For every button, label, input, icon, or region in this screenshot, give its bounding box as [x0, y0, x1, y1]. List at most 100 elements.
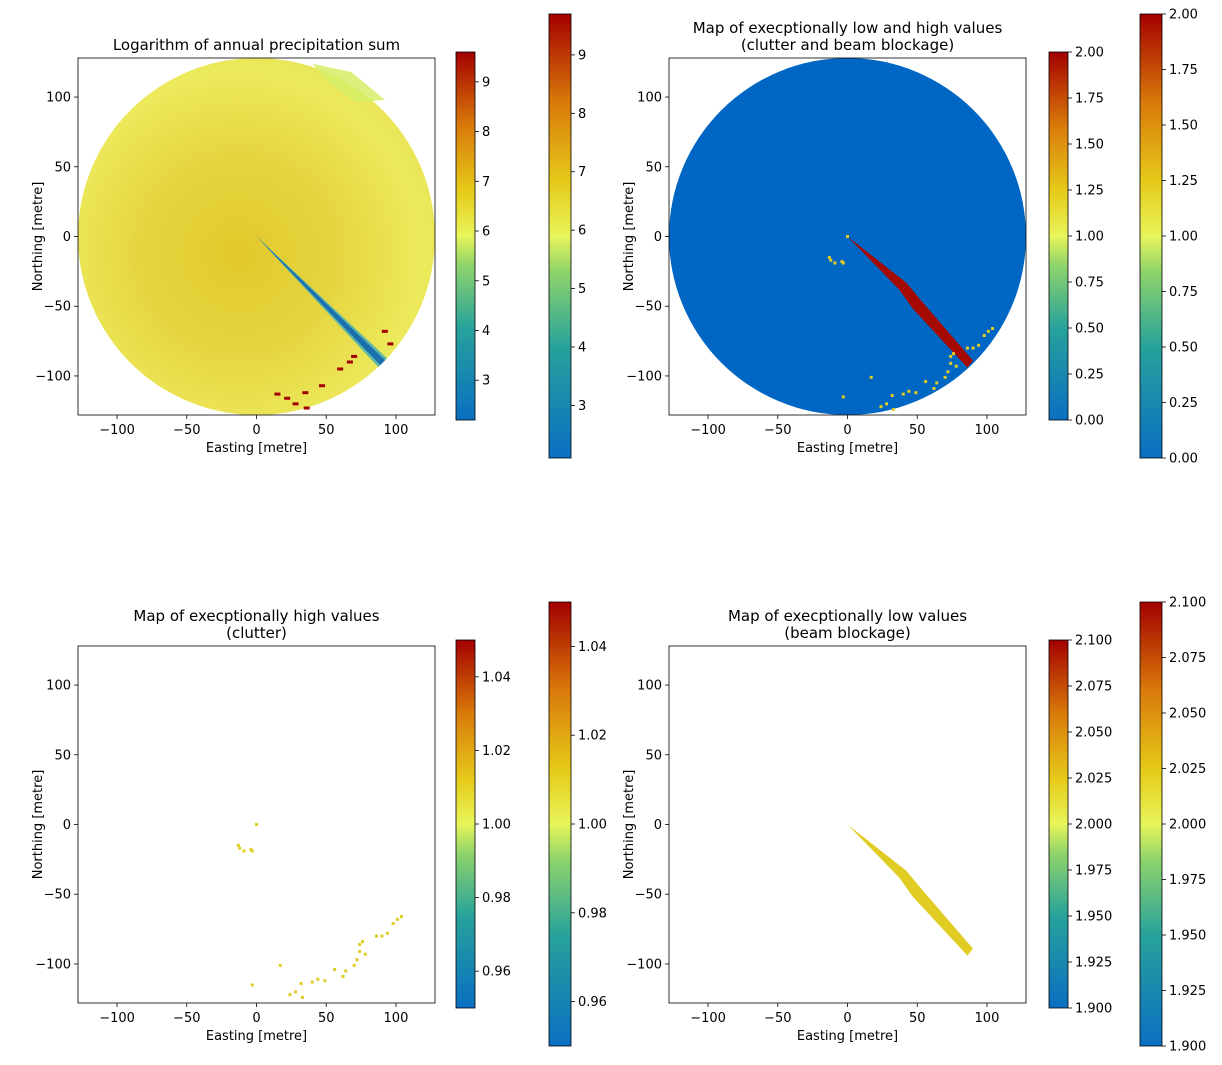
clutter-point	[352, 963, 356, 967]
x-tick-label: −100	[99, 423, 135, 438]
colorbar-tick-label: 1.950	[1169, 929, 1206, 944]
clutter-point	[977, 343, 981, 347]
clutter-point	[301, 995, 305, 999]
clutter-point	[242, 849, 246, 853]
clutter-speck	[292, 402, 299, 406]
colorbar-tick-label: 2.025	[1075, 772, 1112, 787]
colorbar-tick-label: 5	[482, 274, 490, 289]
colorbar-tick-label: 6	[578, 224, 586, 239]
clutter-point	[310, 980, 314, 984]
y-axis-label: Northing [metre]	[622, 770, 637, 880]
clutter-point	[358, 942, 362, 946]
clutter-point	[278, 963, 282, 967]
beam-blockage-region	[847, 236, 974, 368]
y-tick-label: 100	[637, 679, 662, 694]
clutter-speck	[351, 354, 358, 358]
clutter-point	[885, 402, 889, 406]
y-tick-label: −100	[35, 369, 71, 384]
colorbar-tick-label: 1.00	[578, 818, 607, 833]
y-tick-label: 0	[63, 230, 71, 245]
colorbar-tick-label: 7	[578, 165, 586, 180]
colorbar-tick-label: 1.02	[578, 729, 607, 744]
colorbar-gradient	[455, 51, 476, 421]
colorbar-tick-label: 1.925	[1169, 984, 1206, 999]
beam-blockage-core	[256, 236, 386, 366]
clutter-speck	[302, 391, 309, 395]
clutter-speck	[346, 360, 353, 364]
colorbar-tick-label: 0.98	[578, 906, 607, 921]
colorbar-tick-label: 1.02	[482, 744, 511, 759]
chart-title-line: (beam blockage)	[784, 624, 911, 642]
colorbar-tick-label: 2.000	[1075, 818, 1112, 833]
colorbar-tick-label: 3	[578, 399, 586, 414]
y-tick-label: 0	[654, 818, 662, 833]
colorbar-tick-label: 2.025	[1169, 762, 1206, 777]
colorbar-tick-label: 2.00	[1169, 8, 1198, 23]
clutter-point	[869, 375, 873, 379]
beam-blockage-region	[847, 824, 974, 956]
clutter-point	[374, 934, 378, 938]
y-tick-label: 50	[645, 748, 662, 763]
clutter-speck	[337, 367, 344, 371]
y-tick-label: −50	[44, 888, 71, 903]
colorbar-tick-label: 2.050	[1169, 707, 1206, 722]
y-axis-label: Northing [metre]	[622, 182, 637, 292]
colorbar-tick-label: 1.00	[1169, 230, 1198, 245]
colorbar-tick-label: 0.00	[1075, 414, 1104, 429]
colorbar-tick-label: 3	[482, 374, 490, 389]
clutter-point	[363, 952, 367, 956]
colorbar-tick-label: 0.00	[1169, 452, 1198, 467]
chart-title: Map of execptionally low and high values…	[693, 19, 1003, 54]
x-tick-label: 100	[384, 1011, 409, 1026]
clutter-point	[344, 969, 348, 973]
colorbar-tick-label: 2.100	[1169, 596, 1206, 611]
colorbar-tick-label: 1.900	[1075, 1002, 1112, 1017]
colorbar-tick-label: 0.50	[1169, 341, 1198, 356]
clutter-point	[892, 407, 896, 411]
colorbar-tick-label: 0.96	[482, 965, 511, 980]
clutter-point	[946, 370, 950, 374]
y-tick-label: −100	[35, 957, 71, 972]
clutter-speck	[274, 392, 281, 396]
colorbar-tick-label: 1.04	[482, 670, 511, 685]
colorbar: 2.100 2.075 2.050 2.025 2.000 1.975 1.950 1.925…	[1048, 634, 1112, 1017]
clutter-point	[982, 334, 986, 338]
colorbar-tick-label: 1.50	[1169, 119, 1198, 134]
colorbar: 2.00 1.75 1.50 1.25 1.00 0.75 0.50 0.25 0.00	[1048, 46, 1104, 429]
clutter-speck	[381, 329, 388, 333]
clutter-speck	[284, 396, 291, 400]
y-axis-label: Northing [metre]	[31, 770, 46, 880]
clutter-speck	[319, 384, 326, 388]
y-tick-label: 50	[54, 748, 71, 763]
y-tick-label: 100	[46, 91, 71, 106]
y-tick-label: −100	[626, 957, 662, 972]
colorbar: 1.04 1.02 1.00 0.98 0.96	[455, 639, 511, 1009]
colorbar-tick-label: 0.98	[482, 891, 511, 906]
x-tick-label: 0	[843, 1011, 851, 1026]
x-tick-label: 0	[252, 1011, 260, 1026]
y-tick-label: 100	[637, 91, 662, 106]
colorbar-tick-label: 0.50	[1075, 322, 1104, 337]
colorbar-tick-label: 8	[578, 107, 586, 122]
colorbar-tick-label: 1.25	[1169, 174, 1198, 189]
colorbar-tick-label: 1.975	[1075, 864, 1112, 879]
plot-area	[847, 824, 974, 956]
clutter-speck	[303, 406, 310, 410]
chart-title-line: (clutter and beam blockage)	[741, 36, 954, 54]
x-tick-label: 0	[843, 423, 851, 438]
colorbar-tick-label: 1.25	[1075, 184, 1104, 199]
clutter-point	[841, 395, 845, 399]
y-tick-label: 50	[645, 160, 662, 175]
colorbar-tick-label: 2.075	[1169, 651, 1206, 666]
x-tick-label: −100	[690, 423, 726, 438]
clutter-point	[833, 261, 837, 265]
colorbar-tick-label: 6	[482, 225, 490, 240]
panel-beam-blockage-map: −100 −50 0 50 100 100 50 0 −50 −100 Easting [metre…	[622, 596, 1206, 1055]
clutter-point	[986, 329, 990, 333]
x-tick-label: −50	[764, 1011, 791, 1026]
panel-precipitation: −100 −50 0 50 100 100 50 0 −50 −100 Easting [metre…	[31, 13, 586, 459]
chart-title-line: (clutter)	[226, 624, 287, 642]
colorbar-tick-label: 0.75	[1075, 276, 1104, 291]
plot-area	[78, 58, 435, 415]
x-axis-label: Easting [metre]	[797, 441, 898, 456]
